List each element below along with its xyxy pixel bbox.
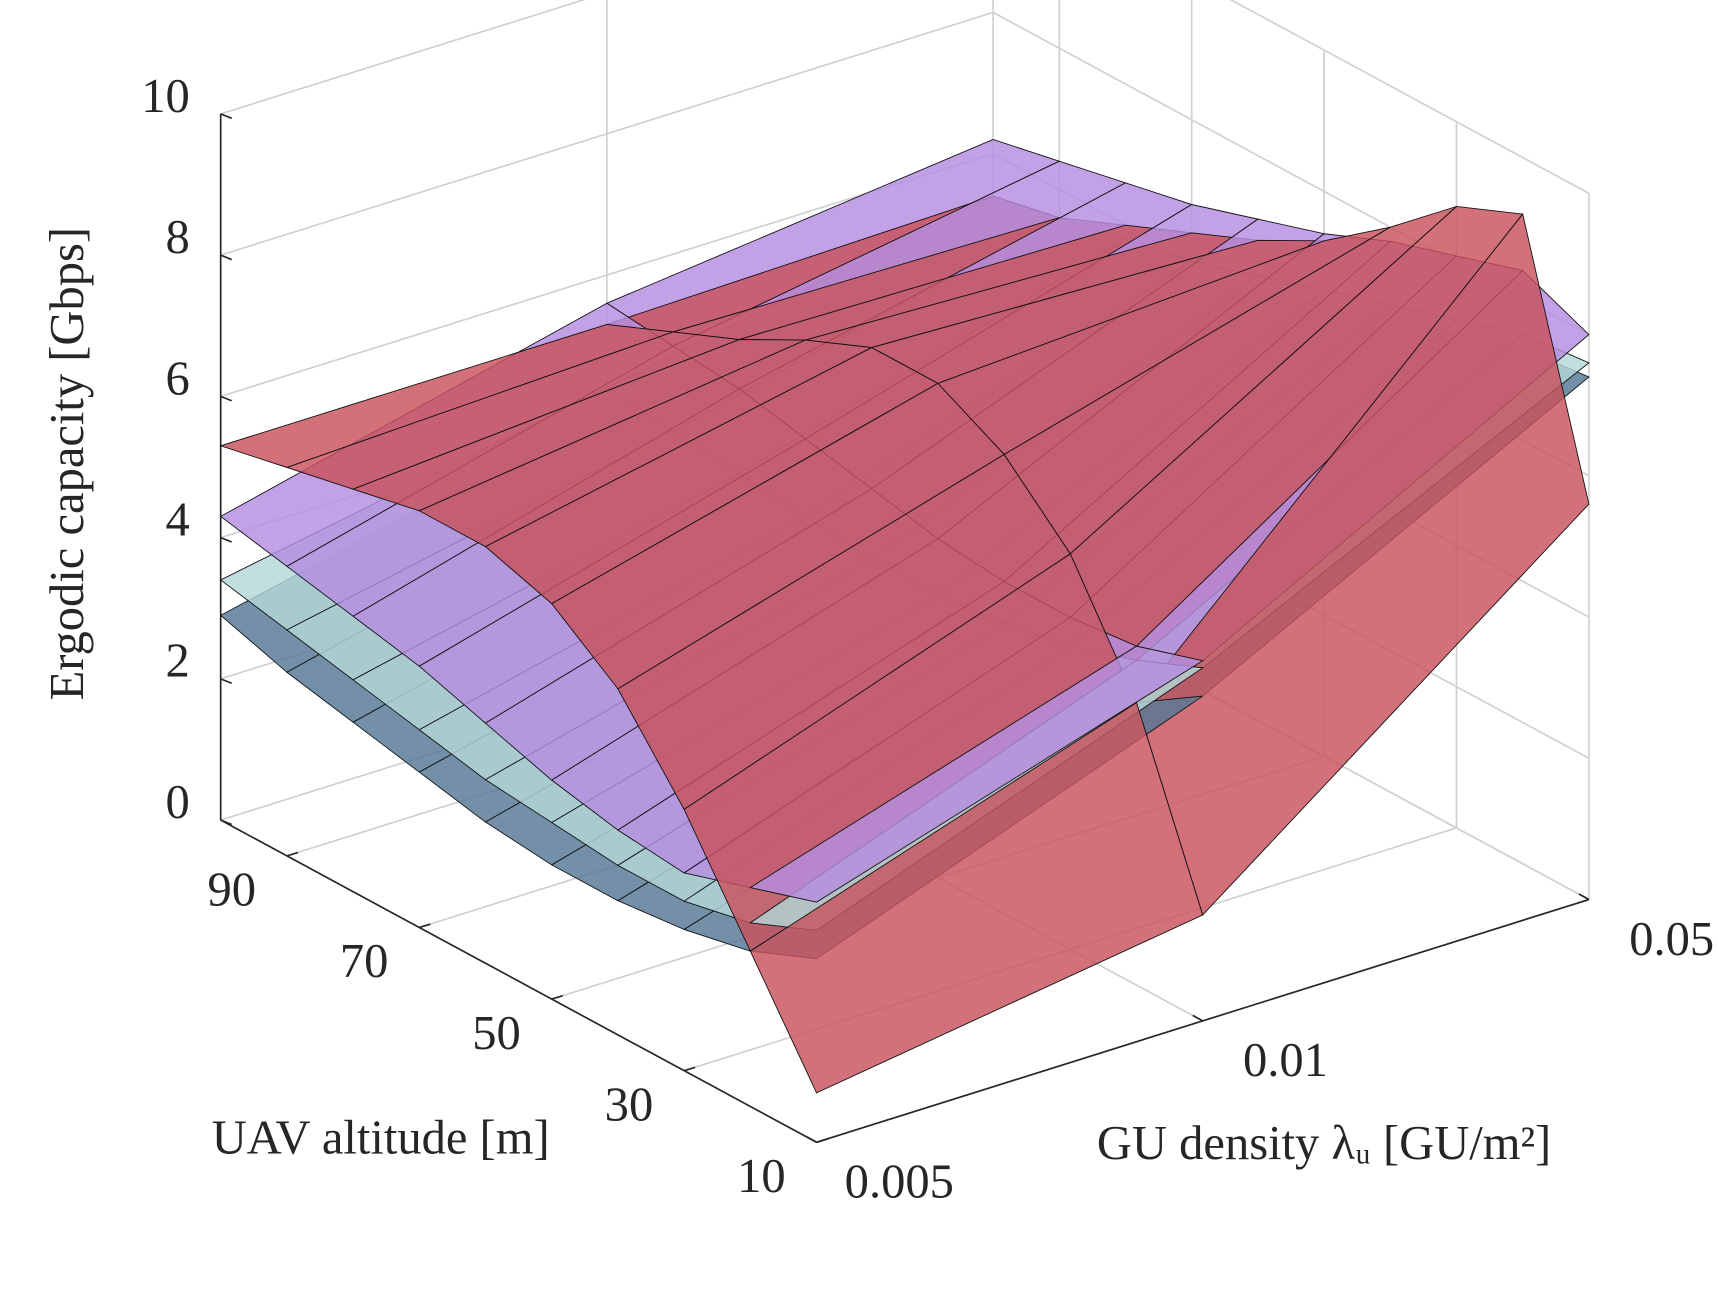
tick-mark: [220, 254, 233, 261]
tick-mark: [220, 819, 233, 826]
surface-patch: [749, 645, 1204, 903]
y-tick-label: 90: [207, 864, 256, 917]
y-tick-label: 50: [472, 1007, 521, 1060]
surface-patch: [749, 701, 1204, 1094]
x-tick-label: 0.01: [1243, 1034, 1328, 1087]
y-axis-label: UAV altitude [m]: [212, 1111, 550, 1164]
x-axis-label: GU density λᵤ [GU/m²]: [1097, 1117, 1551, 1170]
x-tick-label: 0.05: [1629, 913, 1714, 966]
tick-mark: [286, 851, 299, 857]
x-tick-label: 0.005: [845, 1156, 954, 1209]
grid-line: [1229, 0, 1590, 195]
tick-mark: [1578, 893, 1590, 901]
z-tick-label: 4: [166, 494, 190, 547]
tick-mark: [816, 1138, 828, 1144]
tick-mark: [683, 1066, 696, 1072]
tick-mark: [551, 994, 563, 1000]
tick-mark: [220, 536, 233, 543]
z-tick-label: 6: [166, 352, 190, 405]
z-tick-label: 8: [166, 211, 190, 264]
y-tick-label: 10: [737, 1150, 786, 1203]
y-axis: [220, 819, 817, 1144]
tick-mark: [806, 1136, 817, 1143]
tick-mark: [220, 678, 233, 685]
tick-mark: [419, 923, 431, 929]
grid-line: [220, 0, 586, 115]
tick-mark: [1192, 1014, 1204, 1022]
z-tick-label: 0: [166, 776, 190, 829]
tick-mark: [220, 113, 233, 120]
y-tick-label: 70: [340, 935, 389, 988]
y-tick-label: 30: [605, 1078, 654, 1131]
z-tick-label: 10: [141, 70, 190, 123]
z-tick-label: 2: [166, 635, 190, 688]
tick-mark: [220, 395, 233, 402]
z-axis-label: Ergodic capacity [Gbps]: [41, 227, 94, 700]
